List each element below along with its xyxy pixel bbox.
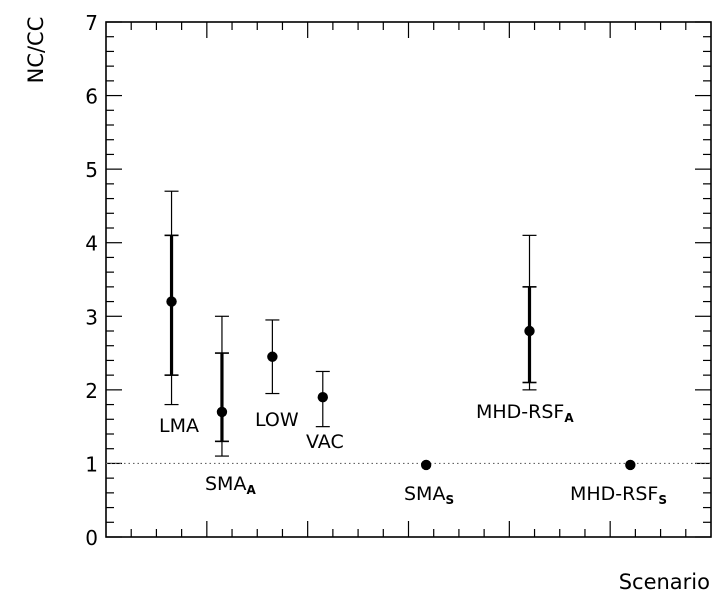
data-point bbox=[216, 406, 228, 418]
data-point-group: SMAS bbox=[404, 459, 454, 507]
point-label-subscript: A bbox=[246, 483, 256, 497]
y-tick-label: 4 bbox=[85, 232, 98, 256]
y-tick-label: 1 bbox=[85, 452, 98, 476]
data-point-group: VAC bbox=[306, 370, 344, 453]
data-point bbox=[267, 351, 278, 362]
data-point-group: MHD-RSFS bbox=[570, 459, 667, 507]
y-tick-label: 0 bbox=[85, 526, 98, 550]
data-point-group: MHD-RSFA bbox=[476, 234, 574, 425]
y-tick-label: 5 bbox=[85, 158, 98, 182]
point-label: LOW bbox=[255, 409, 299, 431]
data-point-group: SMAA bbox=[205, 315, 256, 497]
point-label: MHD-RSFA bbox=[476, 401, 574, 425]
point-label: SMAA bbox=[205, 473, 256, 497]
data-point bbox=[317, 392, 328, 403]
ticks: 0 1 2 3 4 5 6 7 bbox=[85, 11, 711, 550]
data-point bbox=[420, 459, 432, 471]
y-axis-title: NC/CC bbox=[24, 17, 48, 84]
data-point bbox=[625, 459, 636, 471]
y-tick-label: 3 bbox=[85, 305, 98, 329]
x-axis-title: Scenario bbox=[619, 570, 710, 594]
data-point bbox=[166, 296, 177, 307]
marks: LMA SMAA LOW VAC SMAS MHD-RSFA MHD-RSFS bbox=[159, 190, 667, 507]
y-tick-label: 7 bbox=[85, 11, 98, 35]
y-tick-label: 2 bbox=[85, 379, 98, 403]
point-label: MHD-RSFS bbox=[570, 483, 667, 507]
point-label-subscript: S bbox=[658, 493, 667, 507]
data-point-group: LOW bbox=[255, 319, 299, 431]
point-label: VAC bbox=[306, 431, 344, 453]
point-label: SMAS bbox=[404, 483, 454, 507]
point-label-subscript: S bbox=[445, 493, 454, 507]
plot-frame bbox=[105, 21, 712, 538]
data-point-group: LMA bbox=[159, 190, 199, 437]
data-point bbox=[524, 325, 535, 337]
y-tick-label: 6 bbox=[85, 85, 98, 109]
point-label-subscript: A bbox=[564, 411, 574, 425]
point-label: LMA bbox=[159, 415, 199, 437]
